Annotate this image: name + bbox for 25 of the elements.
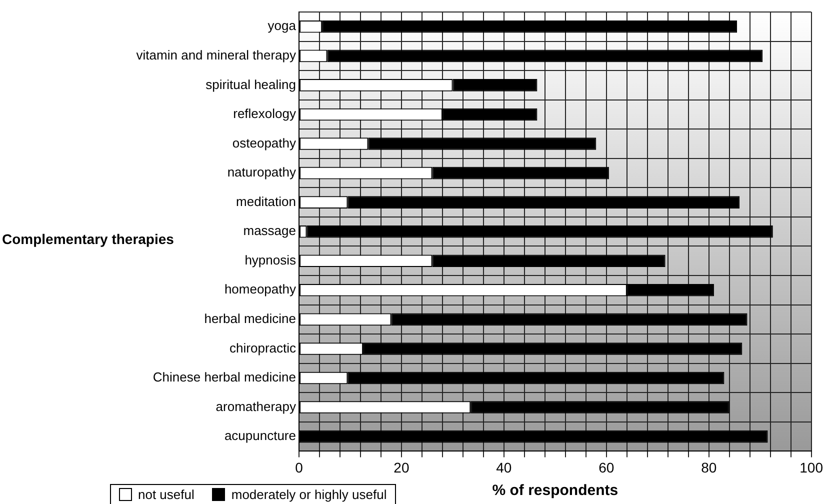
y-tick-label: acupuncture: [224, 428, 296, 444]
x-tick-label: 60: [598, 459, 614, 476]
y-tick-label: massage: [243, 223, 296, 238]
x-tick-label: 0: [295, 459, 304, 476]
x-tick-label: 40: [496, 459, 512, 476]
y-tick-label: Chinese herbal medicine: [152, 370, 296, 385]
x-tick-label: 80: [701, 459, 717, 476]
y-tick-label: hypnosis: [244, 252, 296, 268]
legend-label: moderately or highly useful: [231, 487, 387, 502]
y-tick-label: chiropractic: [230, 340, 296, 356]
y-tick-label: aromatherapy: [216, 398, 296, 414]
y-tick-label: herbal medicine: [204, 311, 296, 326]
y-tick-label: homeopathy: [224, 282, 296, 297]
y-tick-label: meditation: [236, 194, 296, 209]
x-axis-title: % of respondents: [492, 482, 618, 500]
y-tick-label: spiritual healing: [206, 76, 296, 92]
y-axis-title: Complementary therapies: [2, 231, 174, 247]
y-tick-label: naturopathy: [227, 164, 296, 180]
x-tick-label: 100: [800, 459, 824, 476]
y-tick-label: yoga: [268, 18, 297, 34]
x-tick-label: 20: [394, 459, 410, 476]
y-tick-label: osteopathy: [232, 135, 296, 150]
y-tick-label: reflexology: [233, 106, 296, 122]
y-tick-label: vitamin and mineral therapy: [136, 48, 296, 62]
legend-label: not useful: [138, 487, 194, 502]
